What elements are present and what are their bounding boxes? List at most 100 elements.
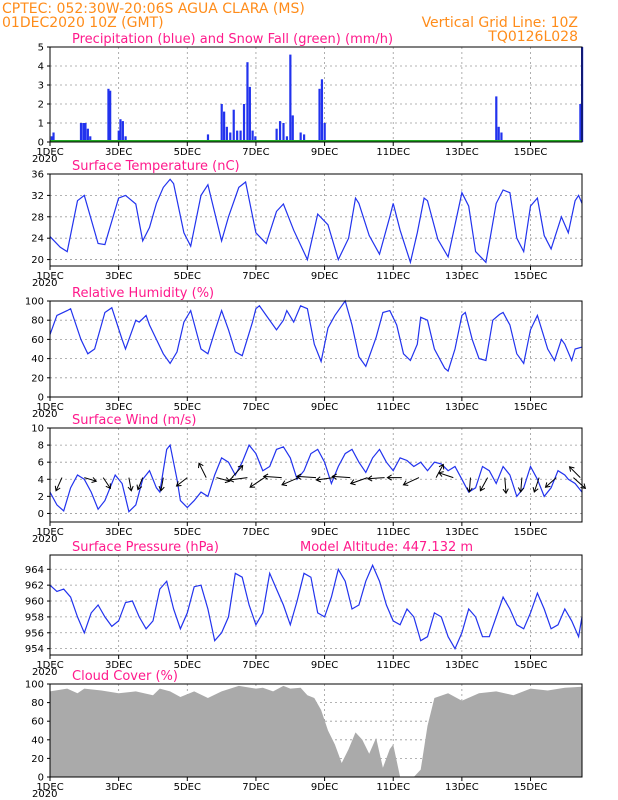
y-tick-label: 80 xyxy=(31,316,44,327)
wind-vector xyxy=(102,477,111,490)
x-tick-label: 1DEC xyxy=(36,660,63,671)
x-tick-label: 15DEC xyxy=(514,527,548,538)
precip-bar xyxy=(323,123,326,142)
temp-title: Surface Temperature (nC) xyxy=(72,159,240,174)
cloud-frame xyxy=(49,683,583,778)
y-tick-label: 954 xyxy=(25,644,44,655)
y-tick-label: 0 xyxy=(38,138,44,149)
x-tick-label: 11DEC xyxy=(376,660,410,671)
wind-vector xyxy=(136,477,144,491)
x-tick-label: 11DEC xyxy=(376,527,410,538)
year-label: 2020 xyxy=(32,667,57,678)
x-tick-label: 13DEC xyxy=(445,527,479,538)
wind-vector xyxy=(435,463,445,478)
y-tick-label: 20 xyxy=(31,754,44,765)
x-tick-label: 3DEC xyxy=(105,782,132,793)
rh-panel: 0 20 40 60 80 100 1DEC 3DEC 5DEC 7DEC 9DEC 11DEC 13D… xyxy=(25,286,583,420)
y-tick-label: 2 xyxy=(38,492,44,503)
x-tick-label: 1DEC xyxy=(36,527,63,538)
x-tick-label: 9DEC xyxy=(311,147,338,158)
wind-vector xyxy=(228,476,248,483)
x-tick-label: 15DEC xyxy=(514,147,548,158)
precip-bar xyxy=(302,134,306,142)
wind-title: Surface Wind (m/s) xyxy=(72,413,196,428)
rh-series-line xyxy=(49,299,583,373)
x-tick-label: 5DEC xyxy=(174,782,201,793)
x-tick-label: 5DEC xyxy=(174,271,201,282)
precip-bar xyxy=(79,123,83,142)
y-tick-label: 24 xyxy=(31,234,44,245)
wind-vector xyxy=(281,477,299,487)
year-label: 2020 xyxy=(32,534,57,545)
cloud-title: Cloud Cover (%) xyxy=(72,669,178,684)
precip-bar xyxy=(285,136,289,142)
precip-bar xyxy=(229,132,232,142)
x-tick-label: 1DEC xyxy=(36,147,63,158)
x-tick-label: 9DEC xyxy=(311,782,338,793)
y-tick-label: 964 xyxy=(25,565,44,576)
precip-bar xyxy=(299,132,302,142)
x-tick-label: 7DEC xyxy=(242,527,269,538)
wind-vector xyxy=(517,477,525,493)
y-tick-label: 80 xyxy=(31,698,44,709)
y-tick-label: 100 xyxy=(25,680,44,691)
x-tick-label: 11DEC xyxy=(376,402,410,413)
x-tick-label: 13DEC xyxy=(445,782,479,793)
x-tick-label: 7DEC xyxy=(242,782,269,793)
y-tick-label: 5 xyxy=(38,43,44,54)
y-tick-label: 8 xyxy=(38,441,44,452)
temp-frame xyxy=(49,173,583,267)
precip-bar xyxy=(225,126,228,142)
pressure-annotation: Model Altitude: 447.132 m xyxy=(300,540,473,555)
x-tick-label: 13DEC xyxy=(445,402,479,413)
y-tick-label: 2 xyxy=(38,100,44,111)
y-tick-label: 40 xyxy=(31,354,44,365)
precip-bar xyxy=(320,79,324,142)
wind-series-line xyxy=(49,443,583,513)
rh-title: Relative Humidity (%) xyxy=(72,286,214,301)
y-tick-label: 20 xyxy=(31,255,44,266)
wind-vector xyxy=(262,473,282,480)
precip-bar xyxy=(282,123,285,142)
precip-bar xyxy=(251,130,254,142)
wind-vector xyxy=(315,476,334,483)
y-tick-label: 6 xyxy=(38,458,44,469)
x-tick-label: 9DEC xyxy=(311,660,338,671)
y-tick-label: 60 xyxy=(31,335,44,346)
y-tick-label: 962 xyxy=(25,581,44,592)
rh-frame xyxy=(49,300,583,398)
y-tick-label: 10 xyxy=(31,424,44,435)
x-tick-label: 15DEC xyxy=(514,271,548,282)
wind-vector xyxy=(438,471,454,479)
x-tick-label: 15DEC xyxy=(514,782,548,793)
precip-bar xyxy=(239,130,242,142)
precip-title: Precipitation (blue) and Snow Fall (gree… xyxy=(72,32,393,47)
temp-series-line xyxy=(49,178,583,265)
y-tick-label: 0 xyxy=(38,393,44,404)
wind-vector xyxy=(466,477,473,493)
pressure-series-line xyxy=(49,563,583,651)
wind-vector xyxy=(568,466,581,478)
x-tick-label: 3DEC xyxy=(105,271,132,282)
precip-bar xyxy=(242,104,246,142)
y-tick-label: 32 xyxy=(31,191,44,202)
x-tick-label: 7DEC xyxy=(242,271,269,282)
x-tick-label: 13DEC xyxy=(445,147,479,158)
y-tick-label: 4 xyxy=(38,62,44,73)
y-tick-label: 20 xyxy=(31,373,44,384)
precip-bar xyxy=(84,123,87,142)
x-tick-label: 7DEC xyxy=(242,660,269,671)
precip-bar xyxy=(50,136,53,142)
precip-bar xyxy=(236,130,239,142)
run-datetime: 01DEC2020 10Z (GMT) xyxy=(2,15,164,31)
precip-bar xyxy=(124,136,127,142)
precip-bar xyxy=(291,115,294,142)
wind-vector xyxy=(175,477,188,487)
x-tick-label: 3DEC xyxy=(105,147,132,158)
wind-vector xyxy=(249,477,265,488)
precip-bar xyxy=(52,132,55,142)
y-tick-label: 0 xyxy=(38,773,44,784)
precip-bar xyxy=(254,136,257,142)
precip-bar xyxy=(497,126,500,142)
wind-vector xyxy=(198,462,207,478)
